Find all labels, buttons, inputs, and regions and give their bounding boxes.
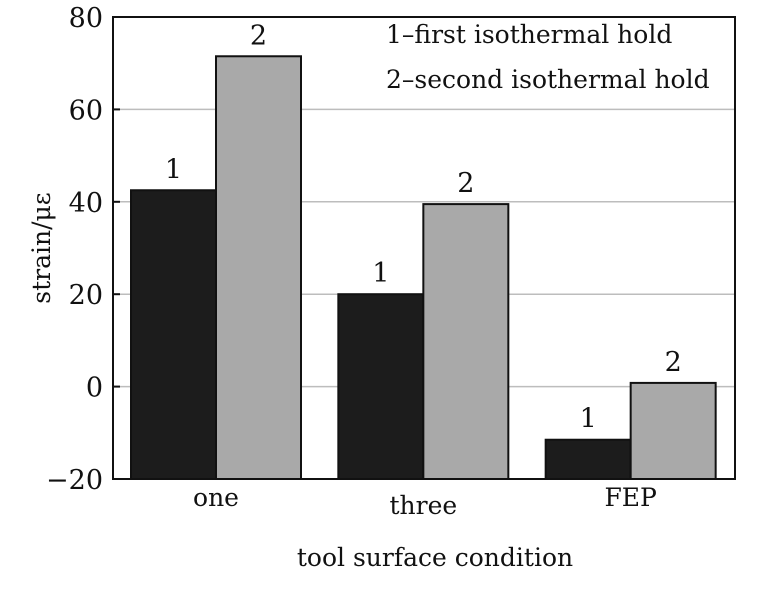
y-axis-ticks: −20 0 20 40 60 80 [46,3,120,496]
bar-1-one [130,189,217,480]
bar-2-FEP [629,381,717,480]
x-category-label: FEP [604,483,656,512]
bars [130,55,717,481]
y-axis-title: strain/με [27,192,56,303]
x-axis-title: tool surface condition [297,543,573,572]
legend-entry-first-hold: 1–first isothermal hold [386,20,672,49]
y-tick-label: 60 [69,95,103,126]
y-tick-label: 20 [69,280,103,311]
plot-frame [112,16,736,480]
bar-label: 2 [665,347,682,378]
bar-label: 1 [580,404,597,435]
bar-1-three [337,293,425,481]
y-tick-label: 80 [69,3,103,34]
legend: 1–first isothermal hold 2–second isother… [386,20,710,94]
bar-label: 2 [457,168,474,199]
bar-label: 2 [250,20,267,51]
x-category-label: one [193,483,239,512]
y-tick-label: 40 [69,188,103,219]
x-axis-categories: one three FEP [193,483,657,520]
y-tick-label: −20 [46,465,103,496]
x-category-label: three [389,491,457,520]
bar-label: 1 [372,258,389,289]
y-tick-label: 0 [86,373,103,404]
bar-2-three [422,203,510,481]
bar-label: 1 [165,154,182,185]
bar-value-labels: 1 2 1 2 1 2 [165,20,682,434]
legend-entry-second-hold: 2–second isothermal hold [386,65,710,94]
bar-1-FEP [544,438,632,481]
bar-2-one [215,55,302,481]
